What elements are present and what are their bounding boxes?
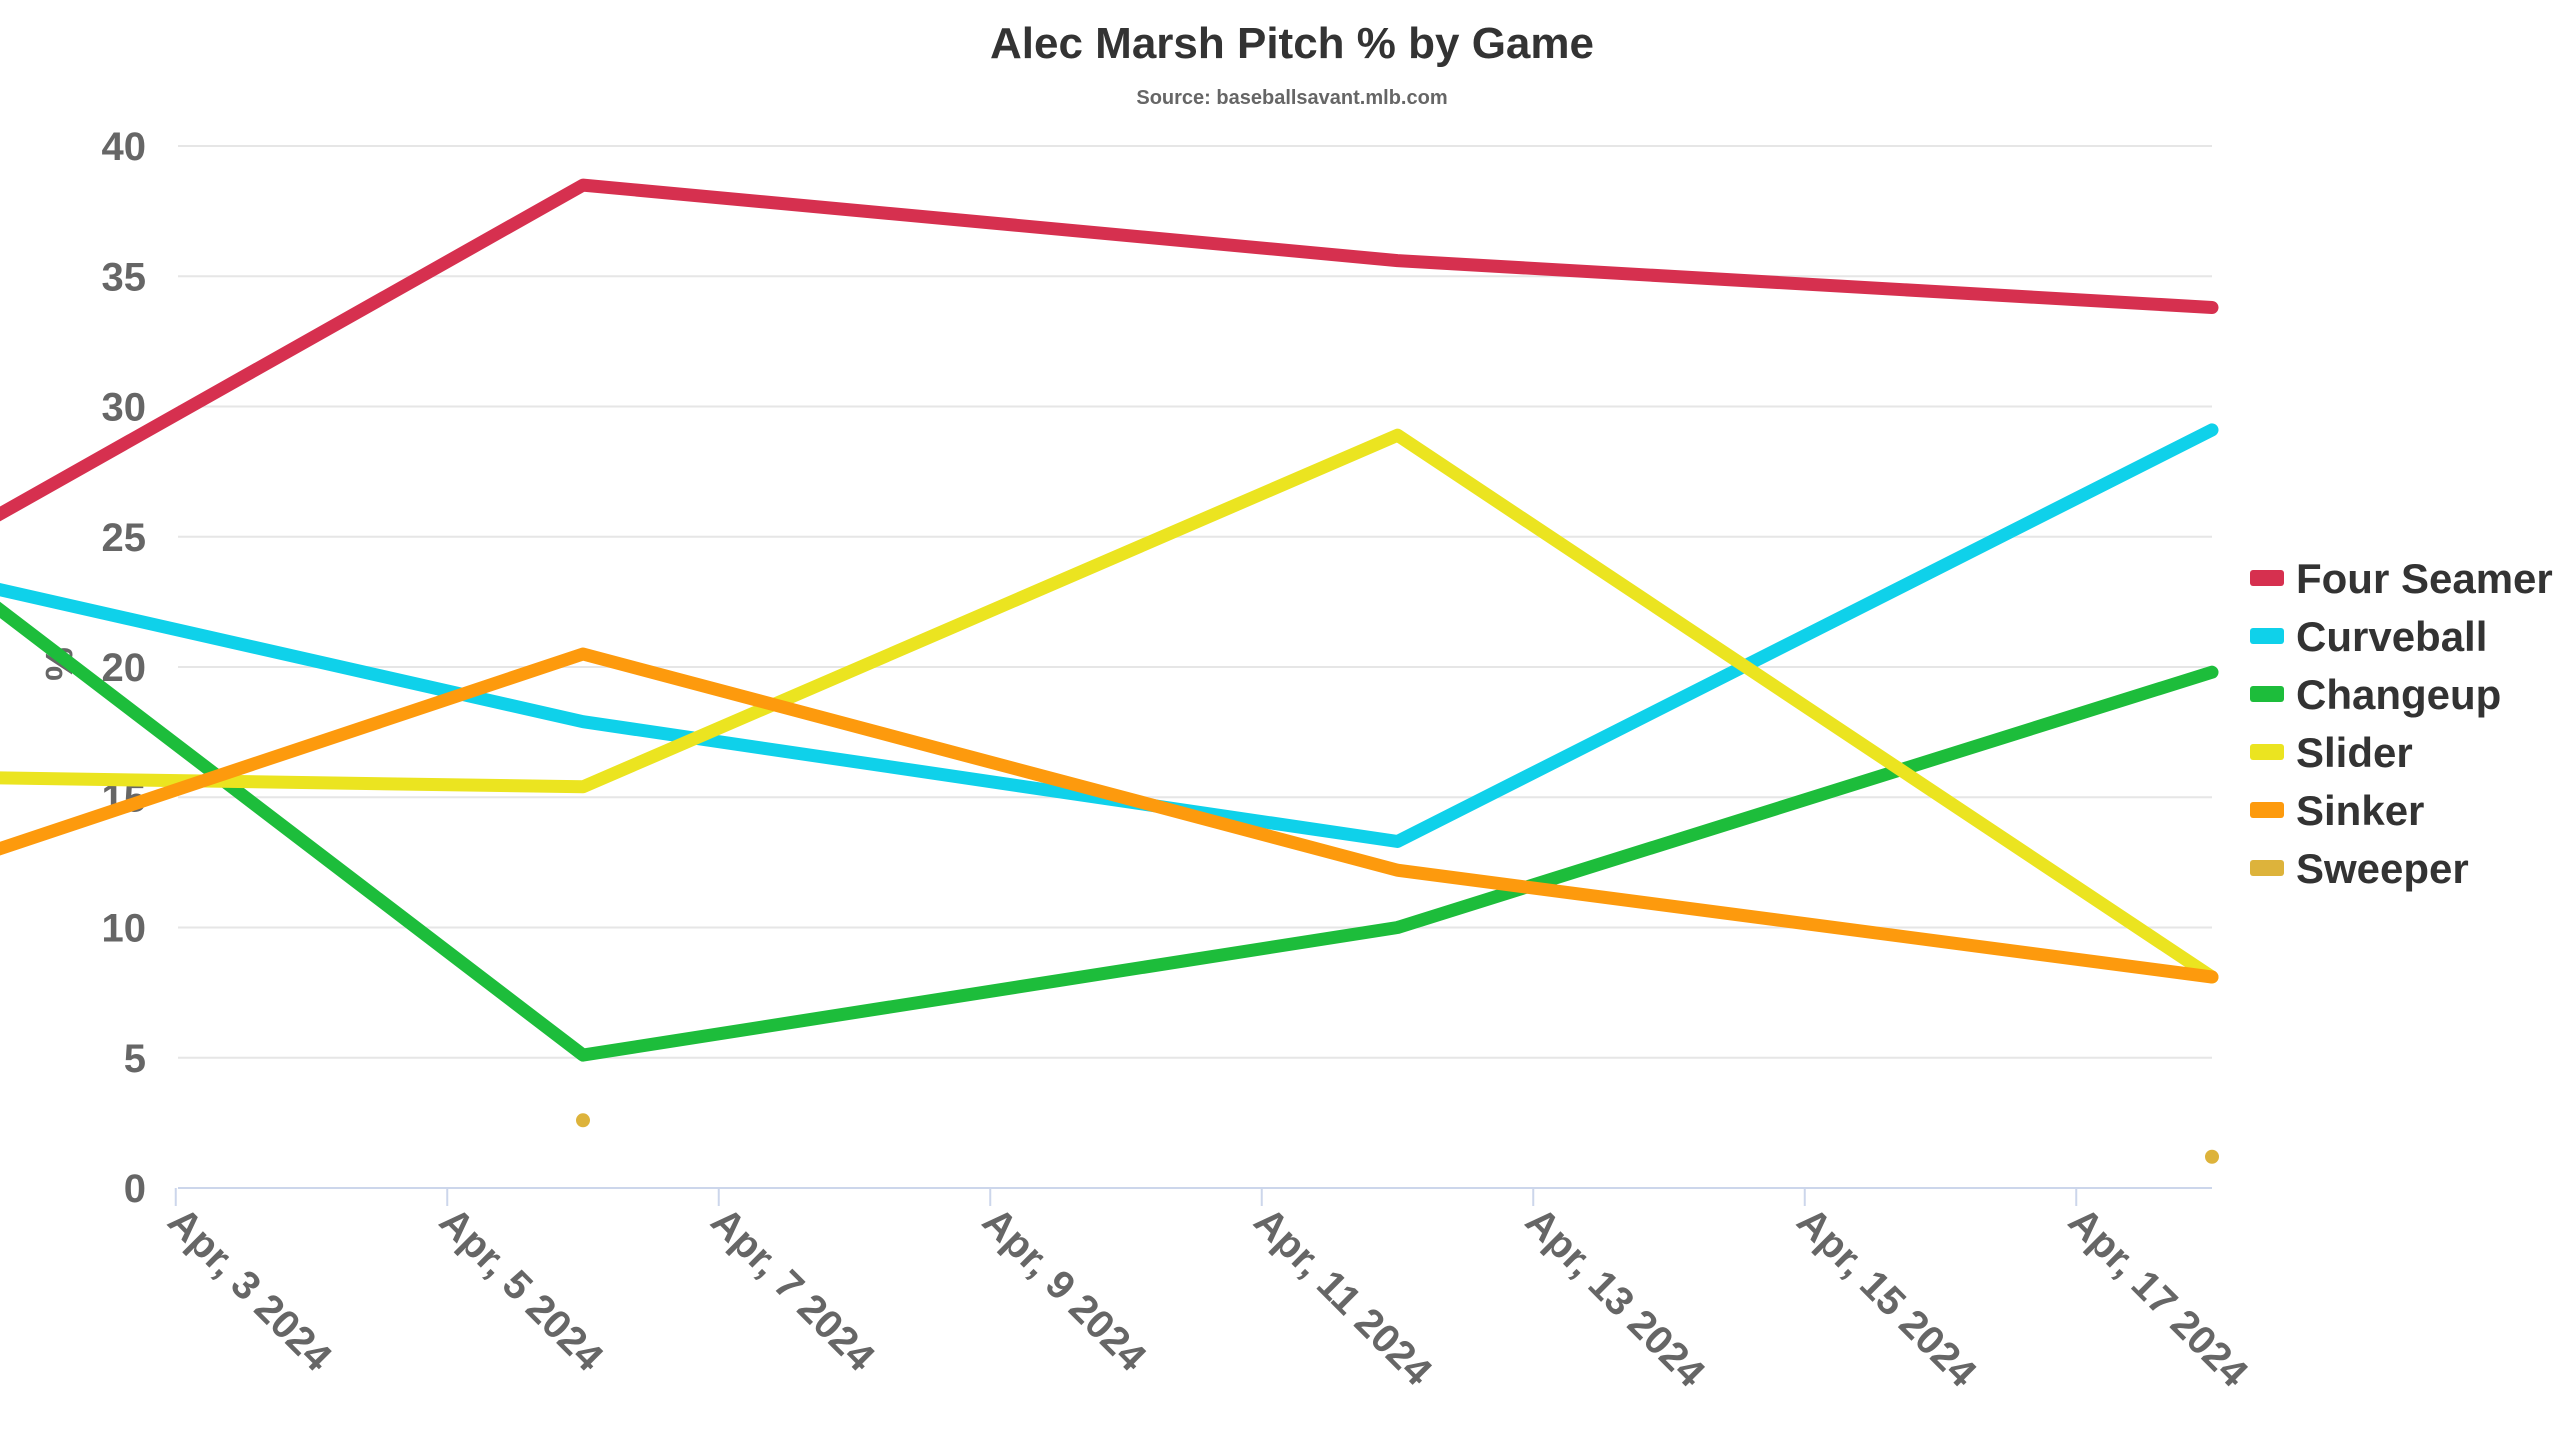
x-tick-label: Apr, 5 2024 [431, 1199, 612, 1380]
legend-label: Sweeper [2296, 845, 2469, 892]
legend-swatch [2250, 860, 2284, 876]
series-line[interactable] [0, 428, 2219, 984]
legend-item-four-seamer[interactable]: Four Seamer [2250, 555, 2553, 602]
legend[interactable]: Four Seamer Curveball Changeup Slider Sinker… [2250, 555, 2553, 892]
x-tick-label: Apr, 17 2024 [2060, 1199, 2257, 1396]
series-line[interactable] [0, 537, 2219, 1062]
chart-title: Alec Marsh Pitch % by Game [990, 19, 1594, 68]
legend-label: Curveball [2296, 613, 2487, 660]
legend-item-curveball[interactable]: Curveball [2250, 613, 2487, 660]
series-changeup[interactable] [0, 537, 2219, 1062]
data-point[interactable] [2205, 1149, 2219, 1164]
legend-swatch [2250, 628, 2284, 644]
y-tick-label: 25 [102, 516, 147, 560]
y-tick-label: 10 [102, 907, 147, 951]
legend-swatch [2250, 570, 2284, 586]
series-sinker[interactable] [0, 647, 2219, 984]
series-line[interactable] [0, 178, 2219, 568]
x-tick-label: Apr, 9 2024 [974, 1199, 1155, 1380]
legend-label: Four Seamer [2296, 555, 2553, 602]
series-four-seamer[interactable] [0, 178, 2219, 568]
x-axis: Apr, 3 2024 Apr, 5 2024 Apr, 7 2024 Apr, 9 … [159, 1188, 2257, 1396]
series-sweeper[interactable] [576, 1113, 2219, 1164]
data-point[interactable] [576, 1113, 590, 1128]
x-tick-label: Apr, 13 2024 [1517, 1199, 1714, 1396]
y-tick-label: 5 [124, 1037, 146, 1081]
series-line[interactable] [0, 647, 2219, 984]
y-tick-label: 35 [102, 255, 147, 299]
series-lines [0, 178, 2219, 1164]
legend-label: Sinker [2296, 787, 2424, 834]
y-tick-label: 40 [102, 125, 147, 169]
x-tick-label: Apr, 11 2024 [1245, 1199, 1440, 1394]
legend-item-sinker[interactable]: Sinker [2250, 787, 2424, 834]
series-curveball[interactable] [0, 423, 2219, 848]
series-slider[interactable] [0, 428, 2219, 984]
gridlines [178, 145, 2212, 1189]
x-tick-label: Apr, 15 2024 [1788, 1199, 1985, 1396]
chart-subtitle: Source: baseballsavant.mlb.com [1136, 87, 1447, 109]
legend-item-sweeper[interactable]: Sweeper [2250, 845, 2469, 892]
y-tick-label: 0 [124, 1167, 146, 1211]
y-tick-label: 30 [102, 386, 147, 430]
legend-swatch [2250, 802, 2284, 818]
legend-swatch [2250, 686, 2284, 702]
legend-item-slider[interactable]: Slider [2250, 729, 2413, 776]
y-tick-label: 20 [102, 646, 147, 690]
legend-label: Slider [2296, 729, 2413, 776]
legend-swatch [2250, 744, 2284, 760]
legend-item-changeup[interactable]: Changeup [2250, 671, 2501, 718]
series-line[interactable] [0, 423, 2219, 848]
legend-label: Changeup [2296, 671, 2501, 718]
x-tick-label: Apr, 7 2024 [702, 1199, 883, 1380]
x-tick-label: Apr, 3 2024 [159, 1199, 340, 1380]
